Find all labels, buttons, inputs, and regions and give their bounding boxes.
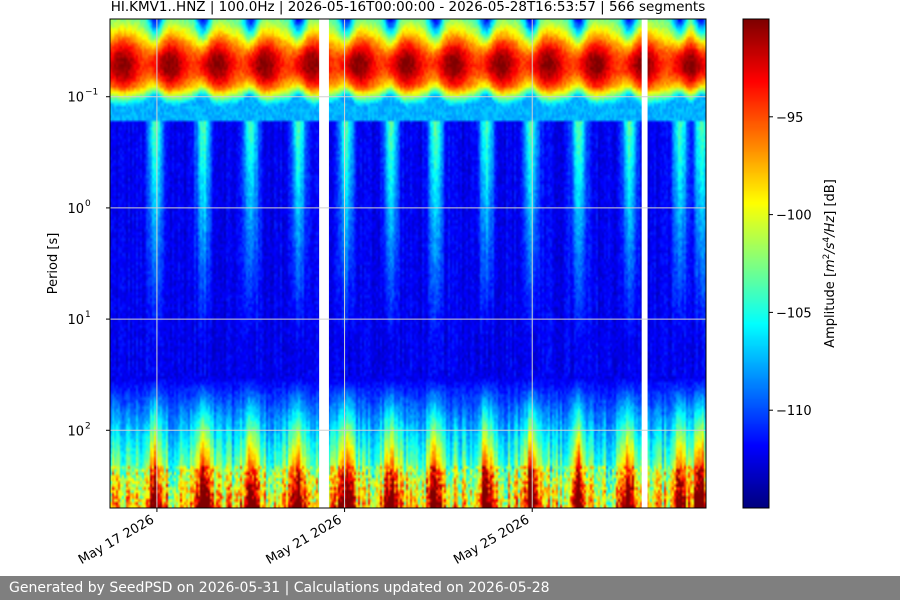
- y-tick-label: 10: [67, 313, 84, 328]
- footer-banner: Generated by SeedPSD on 2026-05-31 | Cal…: [0, 576, 900, 600]
- colorbar-tick-label: −95: [776, 111, 803, 126]
- colorbar-gradient: [743, 19, 769, 508]
- colorbar-frame: [742, 18, 770, 509]
- y-tick-exponent: 0: [85, 199, 91, 209]
- colorbar: −95 −100 −105 −110 Amplitude [m2/s4/Hz] [dB…: [742, 18, 838, 509]
- y-tick-label: 10: [67, 424, 84, 439]
- colorbar-label-part: m: [823, 259, 838, 272]
- colorbar-tick-label: −105: [776, 306, 812, 321]
- colorbar-label-part: Amplitude [: [823, 272, 838, 348]
- y-axis-label: Period [s]: [46, 233, 61, 295]
- y-tick-exponent: 1: [85, 310, 91, 320]
- chart-title: HI.KMV1..HNZ | 100.0Hz | 2026-05-16T00:0…: [111, 0, 706, 15]
- psd-spectrogram-chart: HI.KMV1..HNZ | 100.0Hz | 2026-05-16T00:0…: [46, 0, 838, 568]
- colorbar-label-part: 2: [822, 254, 832, 260]
- x-tick-label: May 17 2026: [76, 512, 157, 567]
- colorbar-label-part: /s: [823, 242, 838, 254]
- data-gaps: [319, 19, 648, 508]
- spectrogram-heatmap: [110, 19, 706, 508]
- y-tick-exponent: −1: [85, 88, 98, 98]
- colorbar-label-part: /Hz: [823, 215, 838, 238]
- y-tick-label: 10: [67, 91, 84, 106]
- grid-lines: [110, 19, 706, 508]
- colorbar-label-part: 4: [822, 236, 832, 242]
- colorbar-ticks: −95 −100 −105 −110: [769, 111, 812, 419]
- spectrogram-plot-area: [109, 18, 707, 509]
- y-tick-exponent: 2: [85, 421, 91, 431]
- x-axis: May 17 2026 May 21 2026 May 25 2026: [76, 508, 533, 568]
- data-gap: [319, 19, 329, 508]
- x-tick-label: May 25 2026: [451, 512, 532, 567]
- colorbar-label-part: ] [dB]: [823, 179, 838, 216]
- colorbar-tick-label: −110: [776, 404, 812, 419]
- data-gap: [641, 19, 648, 508]
- y-tick-label: 10: [67, 202, 84, 217]
- x-tick-label: May 21 2026: [264, 512, 345, 567]
- plot-frame: [109, 18, 707, 509]
- colorbar-tick-label: −100: [776, 209, 812, 224]
- colorbar-label: Amplitude [m2/s4/Hz] [dB]: [822, 179, 838, 348]
